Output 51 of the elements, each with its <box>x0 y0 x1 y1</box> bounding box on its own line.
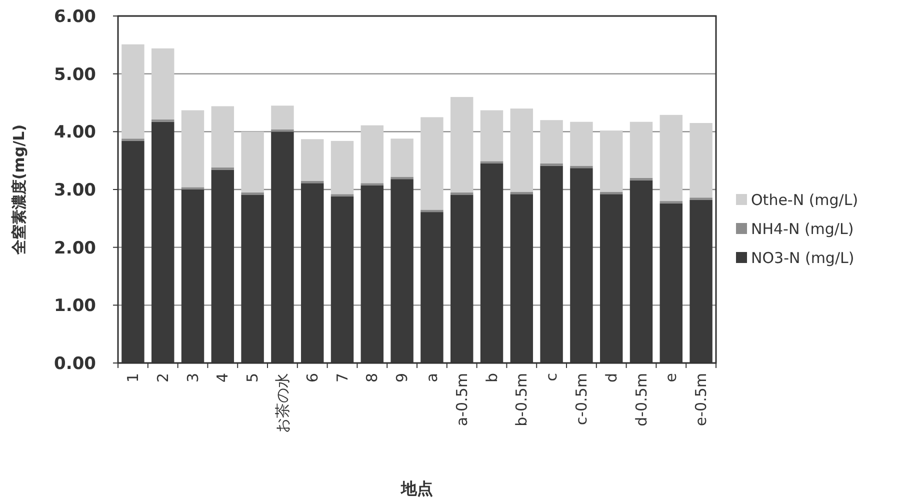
y-tick-label: 0.00 <box>54 354 96 374</box>
x-tick-label: 8 <box>363 373 382 383</box>
bar <box>600 130 623 192</box>
bar <box>330 140 354 194</box>
x-tick-label: a-0.5m <box>452 373 471 426</box>
bar <box>360 125 384 184</box>
bar <box>420 117 444 210</box>
x-tick-label: 3 <box>184 373 202 383</box>
bar <box>271 106 294 130</box>
bar <box>390 138 414 177</box>
x-tick-label: b-0.5m <box>512 373 531 426</box>
bar <box>540 163 563 166</box>
x-tick-label: 5 <box>244 373 262 383</box>
bar <box>300 139 324 181</box>
x-tick-label: a <box>422 373 441 382</box>
bar <box>181 110 204 188</box>
y-tick-label: 2.00 <box>54 238 96 258</box>
x-tick-label: 9 <box>393 373 412 383</box>
y-axis-title: 全窒素濃度(mg/L) <box>10 124 28 256</box>
x-tick-label: 6 <box>303 373 322 383</box>
y-tick-label: 1.00 <box>54 296 96 316</box>
bar <box>540 120 563 164</box>
x-tick-label: 7 <box>333 373 352 383</box>
x-tick-label: b <box>482 373 501 383</box>
x-tick-label: 2 <box>154 373 172 383</box>
bar <box>570 122 593 166</box>
x-tick-label: お茶の水 <box>273 373 292 433</box>
x-tick-label: 4 <box>214 373 232 383</box>
bar <box>420 210 444 212</box>
x-tick-label: e <box>662 373 680 382</box>
bar <box>630 122 653 178</box>
x-tick-label: 1 <box>124 373 142 383</box>
x-tick-label: c <box>542 373 561 382</box>
bar <box>660 114 683 202</box>
bar <box>450 96 474 192</box>
y-tick-label: 5.00 <box>54 64 96 85</box>
y-tick-label: 4.00 <box>54 122 96 143</box>
bar <box>480 110 504 162</box>
y-tick-label: 3.00 <box>54 180 96 200</box>
bar <box>122 44 144 139</box>
bar <box>241 132 264 192</box>
x-tick-label: e-0.5m <box>692 373 710 426</box>
bar <box>151 48 174 120</box>
x-tick-label: d-0.5m <box>632 373 650 426</box>
x-tick-label: c-0.5m <box>572 373 590 426</box>
y-tick-label: 6.00 <box>54 7 96 27</box>
bar <box>510 108 534 192</box>
x-axis-title: 地点 <box>400 479 433 498</box>
bar <box>211 106 234 168</box>
x-tick-label: d <box>602 373 620 383</box>
bar <box>690 122 712 198</box>
